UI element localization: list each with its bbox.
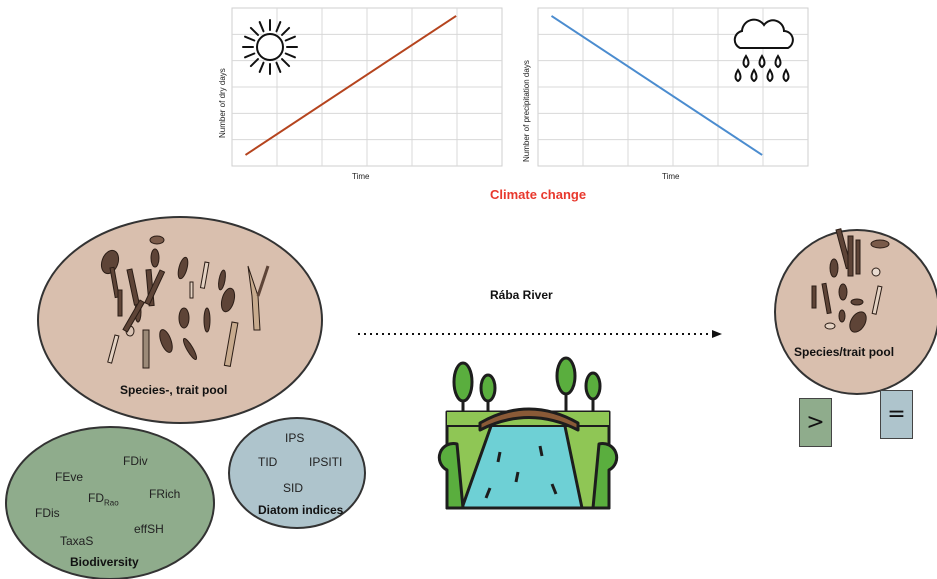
sun-icon [242, 19, 298, 75]
sun-ray [258, 21, 265, 33]
sun-ray [281, 26, 291, 36]
sun-ray [244, 35, 256, 42]
greater-than-box: > [799, 398, 832, 447]
metric-sid: SID [283, 481, 304, 495]
metric-tid: TID [258, 455, 278, 469]
metric-ipsiti: IPSITI [309, 455, 343, 469]
climate-change-caption: Climate change [490, 187, 587, 202]
metric-frich: FRich [149, 487, 181, 501]
equal-box: = [880, 390, 913, 439]
dry-days-grid [231, 7, 503, 167]
precipitation-days-x-label: Time [662, 172, 680, 181]
sun-ray [249, 58, 259, 68]
metric-fd-subscript: Rao [104, 498, 119, 508]
downstream-diatom-cluster-icon [811, 228, 890, 333]
downstream-pool-circle [774, 229, 937, 395]
dry-days-x-label: Time [352, 172, 370, 181]
metric-fd-main: FD [88, 491, 104, 505]
biodiversity-ellipse [5, 426, 215, 579]
downstream-pool-label: Species/trait pool [794, 345, 895, 359]
diatom-indices-title: Diatom indices [258, 503, 344, 517]
metric-fd-rao: FDRao [88, 491, 119, 507]
metric-ips: IPS [285, 431, 305, 445]
dry-days-trend-line [244, 15, 457, 156]
metric-fdis: FDis [35, 506, 60, 520]
diatom-cluster-icon [100, 235, 270, 369]
sun-ray [275, 61, 282, 73]
sun-ray [284, 52, 296, 59]
diatom-indices-ellipse [228, 417, 366, 529]
sun-ray [284, 35, 296, 42]
sun-ray [244, 52, 256, 59]
metric-fdiv: FDiv [123, 454, 148, 468]
rain-cloud-icon [733, 18, 794, 83]
sun-ray [258, 61, 265, 73]
upstream-pool-label: Species-, trait pool [120, 383, 228, 397]
precipitation-days-trend-line [550, 15, 763, 156]
metric-effsh: effSH [134, 522, 164, 536]
metric-taxas: TaxaS [60, 534, 94, 548]
sun-ray [275, 21, 282, 33]
biodiversity-title: Biodiversity [70, 555, 139, 569]
sun-ray [281, 58, 291, 68]
sun-ray [249, 26, 259, 36]
river-title: Rába River [490, 288, 553, 302]
metric-feve: FEve [55, 470, 84, 484]
